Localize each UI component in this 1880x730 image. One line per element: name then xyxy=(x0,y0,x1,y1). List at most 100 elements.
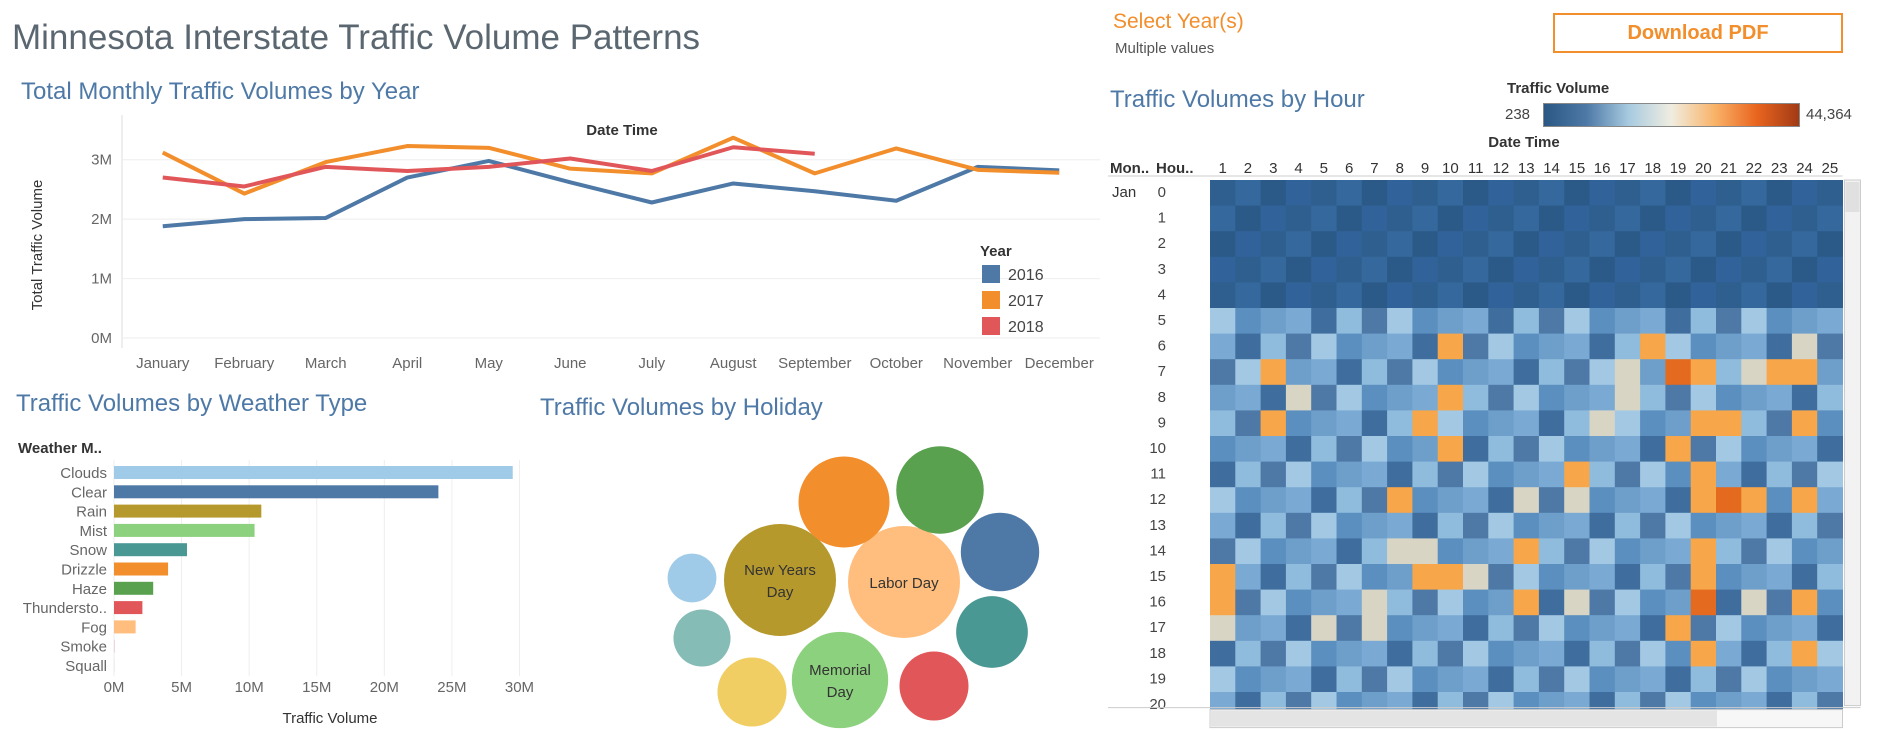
heat-cell[interactable] xyxy=(1336,205,1363,232)
heat-cell[interactable] xyxy=(1260,589,1287,616)
heat-cell[interactable] xyxy=(1387,410,1413,437)
heat-cell[interactable] xyxy=(1311,256,1337,283)
heat-cell[interactable] xyxy=(1412,359,1439,386)
holiday-bubble[interactable] xyxy=(667,553,717,603)
heat-cell[interactable] xyxy=(1791,180,1818,207)
heat-cell[interactable] xyxy=(1791,666,1818,693)
heat-cell[interactable] xyxy=(1285,359,1312,386)
heat-cell[interactable] xyxy=(1690,384,1717,411)
heat-cell[interactable] xyxy=(1361,384,1388,411)
heat-cell[interactable] xyxy=(1690,461,1717,488)
heat-cell[interactable] xyxy=(1589,538,1616,565)
heat-cell[interactable] xyxy=(1336,436,1363,463)
heat-cell[interactable] xyxy=(1564,487,1590,514)
heat-cell[interactable] xyxy=(1488,359,1515,386)
heat-cell[interactable] xyxy=(1513,282,1540,309)
heat-cell[interactable] xyxy=(1210,666,1236,693)
heat-cell[interactable] xyxy=(1791,436,1818,463)
heat-cell[interactable] xyxy=(1564,538,1590,565)
heat-cell[interactable] xyxy=(1716,436,1742,463)
heat-cell[interactable] xyxy=(1766,359,1793,386)
heat-cell[interactable] xyxy=(1336,180,1363,207)
heat-cell[interactable] xyxy=(1690,436,1717,463)
heat-cell[interactable] xyxy=(1564,564,1590,591)
heat-cell[interactable] xyxy=(1817,359,1843,386)
legend-label-2017[interactable]: 2017 xyxy=(1008,293,1044,310)
heat-cell[interactable] xyxy=(1640,410,1666,437)
heat-cell[interactable] xyxy=(1589,359,1616,386)
heat-cell[interactable] xyxy=(1437,564,1464,591)
heat-cell[interactable] xyxy=(1791,333,1818,360)
heat-cell[interactable] xyxy=(1361,564,1388,591)
heat-cell[interactable] xyxy=(1817,589,1843,616)
heat-cell[interactable] xyxy=(1538,231,1565,258)
heat-cell[interactable] xyxy=(1640,666,1666,693)
heat-cell[interactable] xyxy=(1766,333,1793,360)
heat-cell[interactable] xyxy=(1741,461,1768,488)
heat-cell[interactable] xyxy=(1538,410,1565,437)
holiday-bubble[interactable] xyxy=(960,512,1040,592)
heat-cell[interactable] xyxy=(1614,512,1641,539)
heat-cell[interactable] xyxy=(1589,282,1616,309)
heat-cell[interactable] xyxy=(1741,436,1768,463)
heat-cell[interactable] xyxy=(1665,205,1692,232)
heat-cell[interactable] xyxy=(1235,333,1262,360)
heat-cell[interactable] xyxy=(1640,615,1666,642)
heat-cell[interactable] xyxy=(1817,538,1843,565)
heat-cell[interactable] xyxy=(1210,333,1236,360)
heat-cell[interactable] xyxy=(1817,308,1843,335)
heat-cell[interactable] xyxy=(1210,180,1236,207)
series-line-2017[interactable] xyxy=(161,135,1060,196)
heat-cell[interactable] xyxy=(1412,512,1439,539)
heat-cell[interactable] xyxy=(1210,564,1236,591)
heat-cell[interactable] xyxy=(1589,487,1616,514)
heat-cell[interactable] xyxy=(1336,359,1363,386)
heat-cell[interactable] xyxy=(1235,256,1262,283)
heat-cell[interactable] xyxy=(1488,256,1515,283)
heat-cell[interactable] xyxy=(1336,256,1363,283)
heat-cell[interactable] xyxy=(1260,180,1287,207)
heat-cell[interactable] xyxy=(1716,180,1742,207)
heat-cell[interactable] xyxy=(1336,384,1363,411)
weather-bar-chart[interactable]: 0M 5M 10M 15M 20M 25M 30M Weather M.. Traffic Vo… xyxy=(0,430,550,730)
heat-cell[interactable] xyxy=(1437,205,1464,232)
heat-cell[interactable] xyxy=(1716,256,1742,283)
holiday-bubble[interactable] xyxy=(724,524,836,636)
heat-cell[interactable] xyxy=(1817,282,1843,309)
heat-cell[interactable] xyxy=(1412,256,1439,283)
heat-cell[interactable] xyxy=(1260,666,1287,693)
heat-cell[interactable] xyxy=(1614,359,1641,386)
heat-cell[interactable] xyxy=(1614,282,1641,309)
heat-cell[interactable] xyxy=(1538,333,1565,360)
heat-cell[interactable] xyxy=(1387,282,1413,309)
heat-cell[interactable] xyxy=(1285,640,1312,667)
heat-cell[interactable] xyxy=(1285,180,1312,207)
heat-cell[interactable] xyxy=(1791,410,1818,437)
heat-cell[interactable] xyxy=(1538,615,1565,642)
bar-fog[interactable] xyxy=(114,620,136,634)
heat-cell[interactable] xyxy=(1665,359,1692,386)
heat-cell[interactable] xyxy=(1437,180,1464,207)
heat-cell[interactable] xyxy=(1665,615,1692,642)
heat-horizontal-scroll-thumb[interactable] xyxy=(1211,710,1717,727)
heat-cell[interactable] xyxy=(1387,666,1413,693)
heat-cell[interactable] xyxy=(1766,666,1793,693)
heat-cell[interactable] xyxy=(1690,231,1717,258)
heat-cell[interactable] xyxy=(1614,564,1641,591)
heat-cell[interactable] xyxy=(1741,333,1768,360)
heat-cell[interactable] xyxy=(1336,564,1363,591)
heat-cell[interactable] xyxy=(1665,282,1692,309)
heat-cell[interactable] xyxy=(1538,180,1565,207)
heat-cell[interactable] xyxy=(1488,410,1515,437)
heat-cell[interactable] xyxy=(1361,666,1388,693)
holiday-bubble[interactable] xyxy=(798,456,890,548)
heat-cell[interactable] xyxy=(1538,359,1565,386)
series-line-2018[interactable] xyxy=(162,145,815,189)
heat-cell[interactable] xyxy=(1741,180,1768,207)
heat-cell[interactable] xyxy=(1690,564,1717,591)
heat-legend-gradient[interactable] xyxy=(1543,103,1800,127)
heat-cell[interactable] xyxy=(1791,640,1818,667)
heat-cell[interactable] xyxy=(1488,436,1515,463)
heat-cell[interactable] xyxy=(1614,461,1641,488)
heat-cell[interactable] xyxy=(1412,461,1439,488)
